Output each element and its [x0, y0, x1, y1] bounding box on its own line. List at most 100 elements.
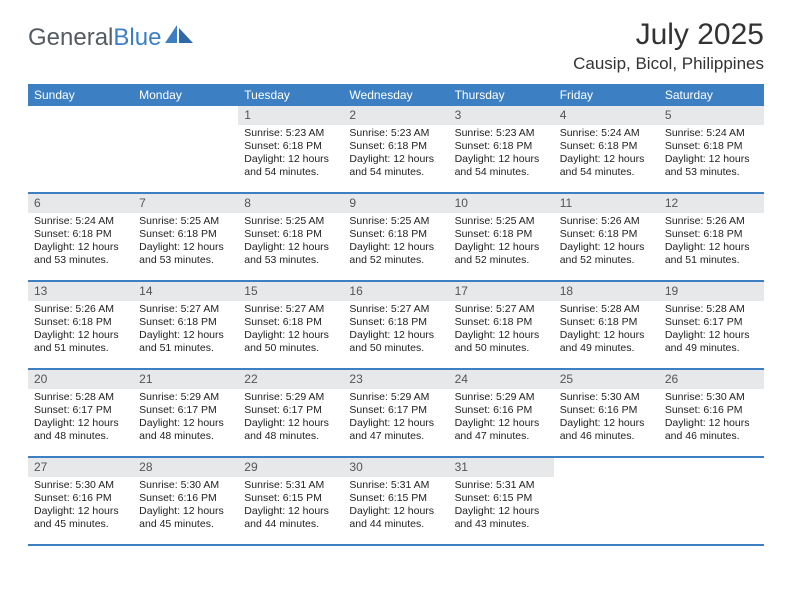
- day-number: 10: [449, 194, 554, 213]
- daylight-line1: Daylight: 12 hours: [349, 241, 442, 254]
- daylight-line1: Daylight: 12 hours: [349, 505, 442, 518]
- day-number: 22: [238, 370, 343, 389]
- daylight-line1: Daylight: 12 hours: [34, 505, 127, 518]
- daylight-line2: and 54 minutes.: [244, 166, 337, 179]
- sunset-text: Sunset: 6:18 PM: [244, 140, 337, 153]
- daylight-line1: Daylight: 12 hours: [560, 241, 653, 254]
- daylight-line2: and 45 minutes.: [139, 518, 232, 531]
- day-header-thu: Thursday: [449, 88, 554, 102]
- sunrise-text: Sunrise: 5:29 AM: [139, 391, 232, 404]
- day-body: Sunrise: 5:31 AMSunset: 6:15 PMDaylight:…: [449, 477, 554, 536]
- daylight-line1: Daylight: 12 hours: [560, 153, 653, 166]
- day-cell: 27Sunrise: 5:30 AMSunset: 6:16 PMDayligh…: [28, 458, 133, 544]
- day-cell: 10Sunrise: 5:25 AMSunset: 6:18 PMDayligh…: [449, 194, 554, 280]
- day-number: 4: [554, 106, 659, 125]
- day-cell: 14Sunrise: 5:27 AMSunset: 6:18 PMDayligh…: [133, 282, 238, 368]
- day-body: Sunrise: 5:27 AMSunset: 6:18 PMDaylight:…: [133, 301, 238, 360]
- sunset-text: Sunset: 6:17 PM: [34, 404, 127, 417]
- day-cell: 5Sunrise: 5:24 AMSunset: 6:18 PMDaylight…: [659, 106, 764, 192]
- daylight-line1: Daylight: 12 hours: [665, 153, 758, 166]
- title-block: July 2025 Causip, Bicol, Philippines: [573, 18, 764, 74]
- sunrise-text: Sunrise: 5:27 AM: [349, 303, 442, 316]
- week-row: 13Sunrise: 5:26 AMSunset: 6:18 PMDayligh…: [28, 282, 764, 368]
- day-body: Sunrise: 5:25 AMSunset: 6:18 PMDaylight:…: [133, 213, 238, 272]
- daylight-line1: Daylight: 12 hours: [34, 329, 127, 342]
- daylight-line2: and 53 minutes.: [244, 254, 337, 267]
- sunrise-text: Sunrise: 5:29 AM: [244, 391, 337, 404]
- day-body: Sunrise: 5:30 AMSunset: 6:16 PMDaylight:…: [133, 477, 238, 536]
- day-cell: 2Sunrise: 5:23 AMSunset: 6:18 PMDaylight…: [343, 106, 448, 192]
- day-number: 27: [28, 458, 133, 477]
- day-body: Sunrise: 5:28 AMSunset: 6:18 PMDaylight:…: [554, 301, 659, 360]
- sunrise-text: Sunrise: 5:25 AM: [139, 215, 232, 228]
- sunrise-text: Sunrise: 5:26 AM: [34, 303, 127, 316]
- sunrise-text: Sunrise: 5:23 AM: [349, 127, 442, 140]
- daylight-line2: and 51 minutes.: [139, 342, 232, 355]
- day-body: Sunrise: 5:23 AMSunset: 6:18 PMDaylight:…: [449, 125, 554, 184]
- day-cell: [133, 106, 238, 192]
- daylight-line1: Daylight: 12 hours: [455, 329, 548, 342]
- daylight-line2: and 48 minutes.: [244, 430, 337, 443]
- day-number: 29: [238, 458, 343, 477]
- day-body: Sunrise: 5:24 AMSunset: 6:18 PMDaylight:…: [659, 125, 764, 184]
- daylight-line1: Daylight: 12 hours: [455, 417, 548, 430]
- sunrise-text: Sunrise: 5:28 AM: [34, 391, 127, 404]
- daylight-line2: and 54 minutes.: [455, 166, 548, 179]
- daylight-line2: and 47 minutes.: [455, 430, 548, 443]
- day-body: Sunrise: 5:30 AMSunset: 6:16 PMDaylight:…: [28, 477, 133, 536]
- day-number: 17: [449, 282, 554, 301]
- day-number: 12: [659, 194, 764, 213]
- day-cell: 18Sunrise: 5:28 AMSunset: 6:18 PMDayligh…: [554, 282, 659, 368]
- sunset-text: Sunset: 6:18 PM: [34, 228, 127, 241]
- sunset-text: Sunset: 6:18 PM: [139, 228, 232, 241]
- sunset-text: Sunset: 6:18 PM: [560, 228, 653, 241]
- daylight-line2: and 52 minutes.: [349, 254, 442, 267]
- day-cell: 9Sunrise: 5:25 AMSunset: 6:18 PMDaylight…: [343, 194, 448, 280]
- day-number: 24: [449, 370, 554, 389]
- day-number: 8: [238, 194, 343, 213]
- sunset-text: Sunset: 6:18 PM: [139, 316, 232, 329]
- day-body: Sunrise: 5:23 AMSunset: 6:18 PMDaylight:…: [238, 125, 343, 184]
- sunrise-text: Sunrise: 5:23 AM: [455, 127, 548, 140]
- brand-sail-icon: [165, 24, 195, 52]
- week-separator: [28, 544, 764, 546]
- brand-word-2: Blue: [113, 24, 161, 52]
- day-number: 19: [659, 282, 764, 301]
- day-body: Sunrise: 5:25 AMSunset: 6:18 PMDaylight:…: [449, 213, 554, 272]
- daylight-line2: and 50 minutes.: [349, 342, 442, 355]
- day-body: Sunrise: 5:23 AMSunset: 6:18 PMDaylight:…: [343, 125, 448, 184]
- sunset-text: Sunset: 6:16 PM: [455, 404, 548, 417]
- day-number: 28: [133, 458, 238, 477]
- day-body: Sunrise: 5:30 AMSunset: 6:16 PMDaylight:…: [659, 389, 764, 448]
- day-cell: 1Sunrise: 5:23 AMSunset: 6:18 PMDaylight…: [238, 106, 343, 192]
- day-header-mon: Monday: [133, 88, 238, 102]
- week-row: 27Sunrise: 5:30 AMSunset: 6:16 PMDayligh…: [28, 458, 764, 544]
- day-number: 23: [343, 370, 448, 389]
- sunrise-text: Sunrise: 5:24 AM: [560, 127, 653, 140]
- day-body: Sunrise: 5:29 AMSunset: 6:17 PMDaylight:…: [133, 389, 238, 448]
- daylight-line1: Daylight: 12 hours: [665, 417, 758, 430]
- day-cell: 15Sunrise: 5:27 AMSunset: 6:18 PMDayligh…: [238, 282, 343, 368]
- sunrise-text: Sunrise: 5:28 AM: [560, 303, 653, 316]
- daylight-line1: Daylight: 12 hours: [139, 417, 232, 430]
- day-body: Sunrise: 5:31 AMSunset: 6:15 PMDaylight:…: [238, 477, 343, 536]
- day-body: Sunrise: 5:26 AMSunset: 6:18 PMDaylight:…: [554, 213, 659, 272]
- sunset-text: Sunset: 6:17 PM: [244, 404, 337, 417]
- sunset-text: Sunset: 6:16 PM: [139, 492, 232, 505]
- week-row: 1Sunrise: 5:23 AMSunset: 6:18 PMDaylight…: [28, 106, 764, 192]
- day-cell: 12Sunrise: 5:26 AMSunset: 6:18 PMDayligh…: [659, 194, 764, 280]
- day-number: 1: [238, 106, 343, 125]
- day-cell: 29Sunrise: 5:31 AMSunset: 6:15 PMDayligh…: [238, 458, 343, 544]
- daylight-line2: and 54 minutes.: [349, 166, 442, 179]
- day-cell: 25Sunrise: 5:30 AMSunset: 6:16 PMDayligh…: [554, 370, 659, 456]
- day-number: 18: [554, 282, 659, 301]
- day-cell: [659, 458, 764, 544]
- daylight-line2: and 52 minutes.: [455, 254, 548, 267]
- daylight-line1: Daylight: 12 hours: [665, 241, 758, 254]
- day-body: Sunrise: 5:31 AMSunset: 6:15 PMDaylight:…: [343, 477, 448, 536]
- location-label: Causip, Bicol, Philippines: [573, 54, 764, 74]
- sunrise-text: Sunrise: 5:30 AM: [665, 391, 758, 404]
- day-body: Sunrise: 5:28 AMSunset: 6:17 PMDaylight:…: [28, 389, 133, 448]
- daylight-line1: Daylight: 12 hours: [455, 505, 548, 518]
- week-row: 20Sunrise: 5:28 AMSunset: 6:17 PMDayligh…: [28, 370, 764, 456]
